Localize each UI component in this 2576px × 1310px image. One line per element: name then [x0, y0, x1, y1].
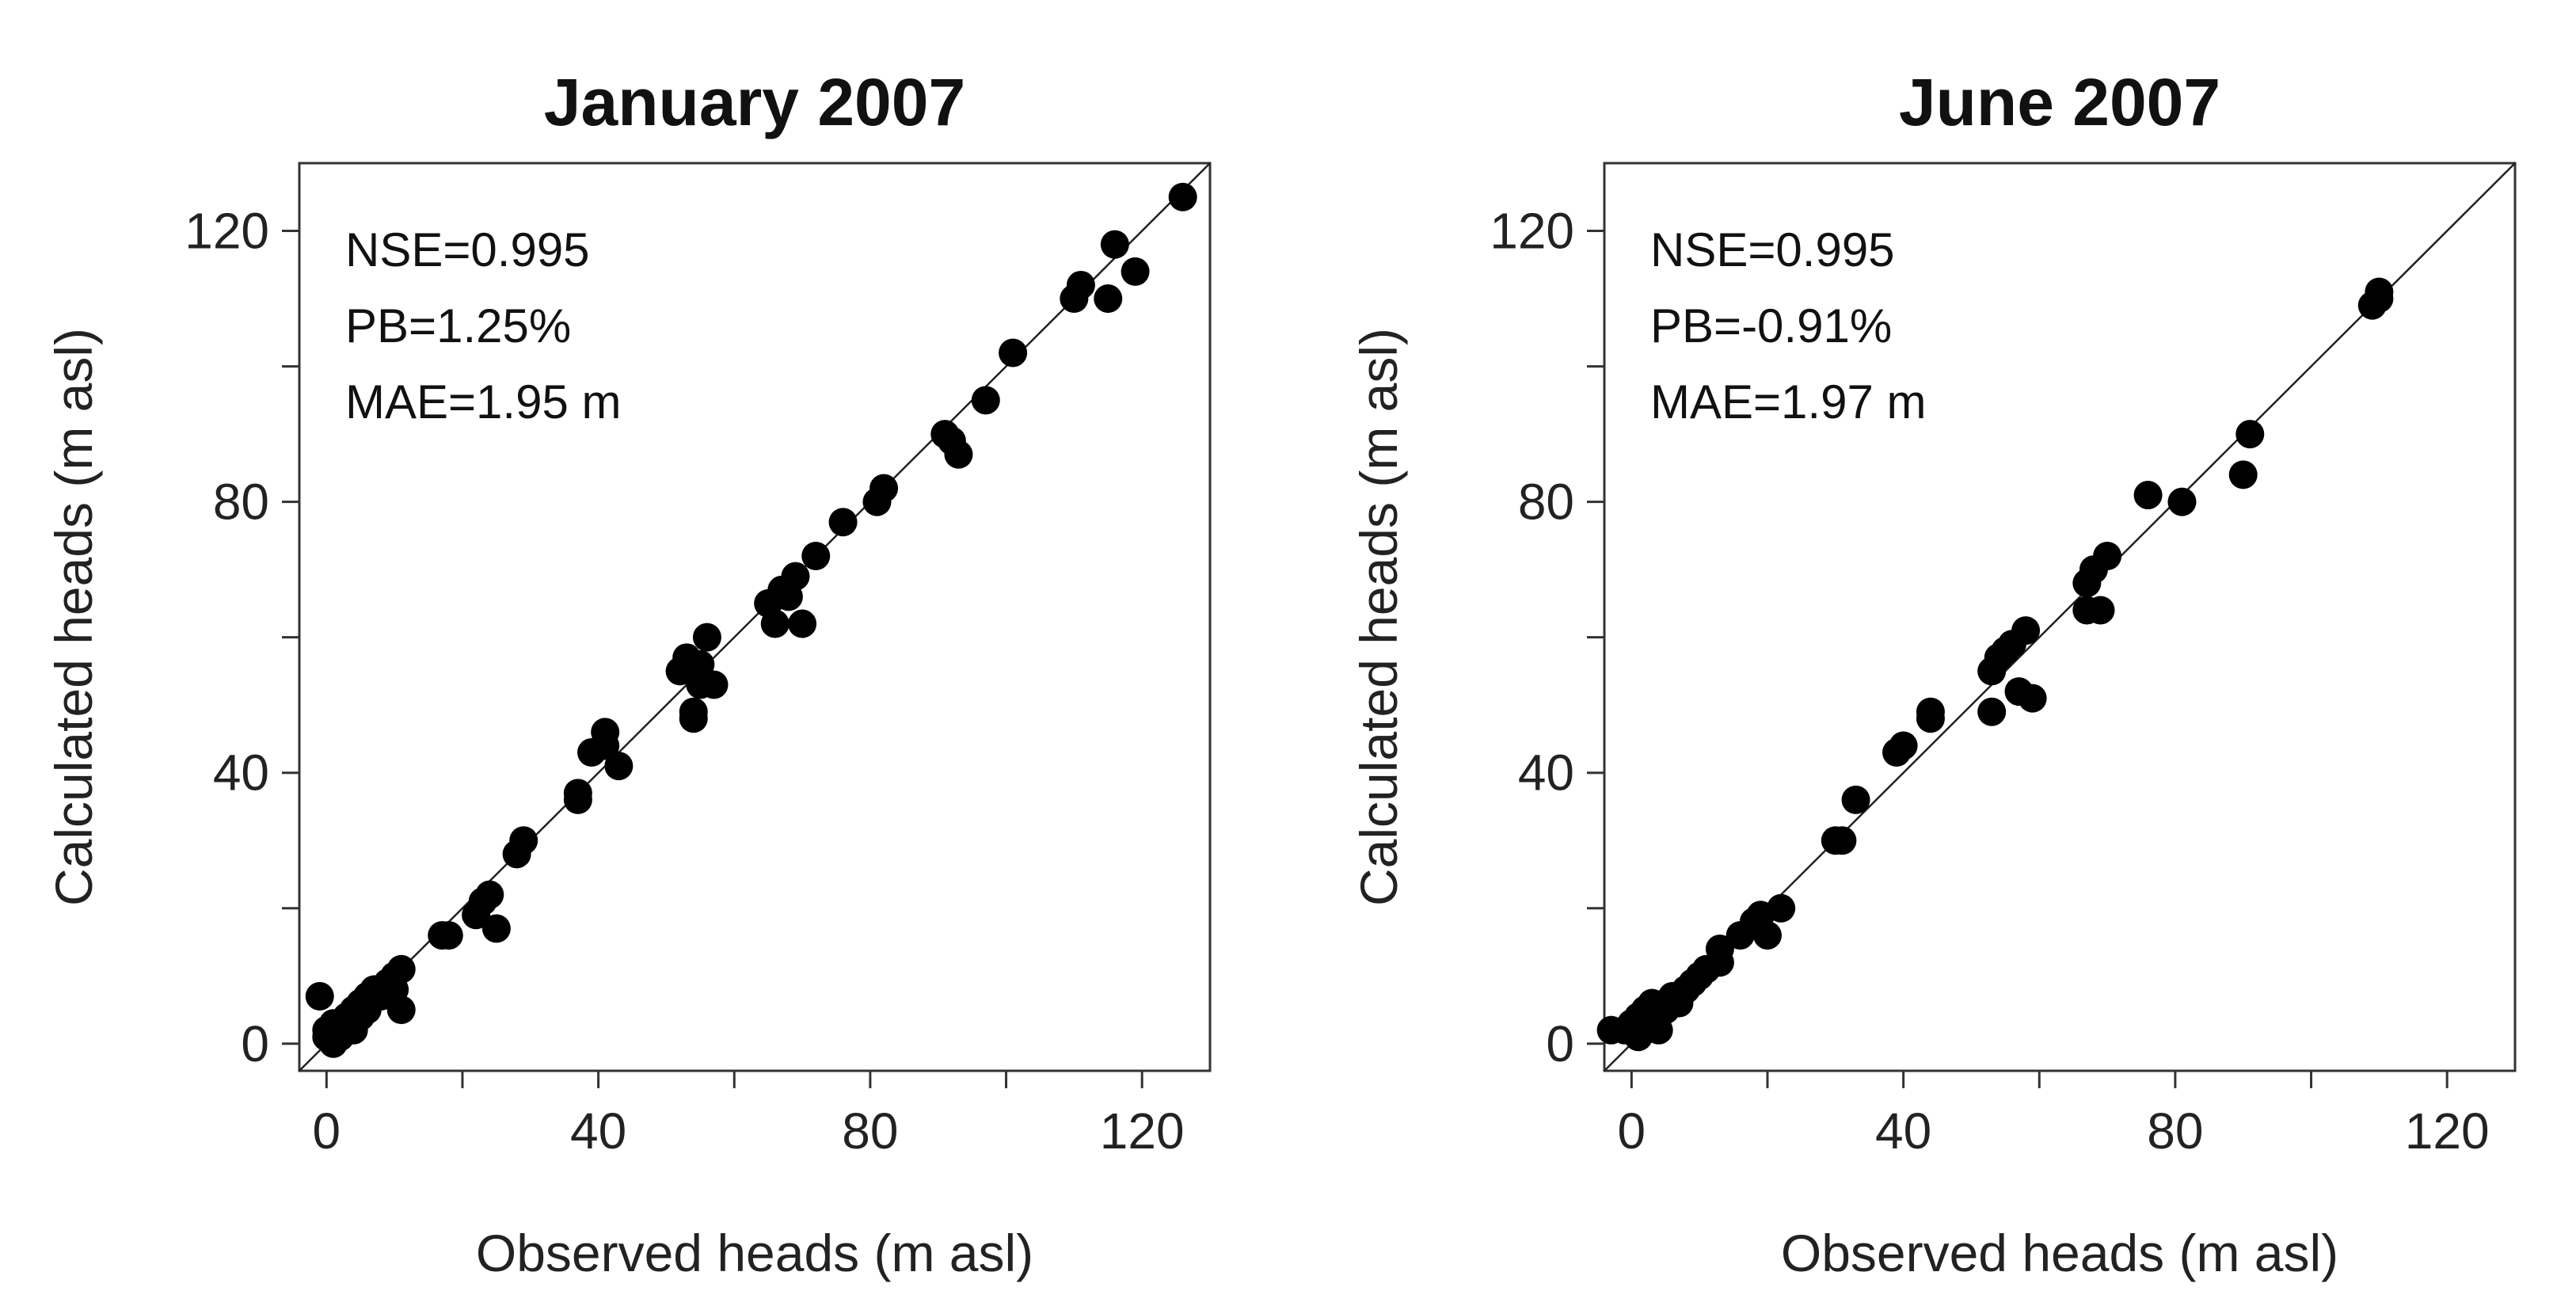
data-point — [475, 880, 504, 909]
data-point — [699, 670, 729, 699]
data-point — [386, 954, 416, 984]
data-point — [2228, 460, 2258, 489]
data-point — [944, 440, 973, 469]
data-point — [434, 920, 463, 950]
x-tick-label: 0 — [1618, 1102, 1646, 1160]
data-point — [604, 752, 634, 781]
stats-annotations: NSE=0.995 PB=-0.91% MAE=1.97 m — [1650, 223, 1927, 428]
y-tick-label: 120 — [1490, 203, 1574, 260]
data-point — [1705, 948, 1734, 977]
y-tick-label: 80 — [1518, 474, 1574, 531]
data-point — [2133, 481, 2163, 510]
annotation-mae: MAE=1.97 m — [1650, 375, 1927, 428]
stats-annotations: NSE=0.995 PB=1.25% MAE=1.95 m — [345, 223, 622, 428]
data-point — [1916, 704, 1945, 733]
axis-ticks: 0 40 80 120 0 40 80 120 — [185, 203, 1184, 1160]
data-point — [788, 609, 817, 638]
x-tick-label: 120 — [2405, 1102, 2490, 1160]
y-tick-label: 40 — [1518, 744, 1574, 802]
data-point — [828, 508, 858, 537]
scatter-points — [1596, 277, 2394, 1052]
data-point — [481, 914, 511, 943]
x-tick-label: 120 — [1100, 1102, 1185, 1160]
chart-panel-january: January 2007 NSE=0.995 PB=1.25% MAE=1.95… — [44, 65, 1212, 1282]
data-point — [2011, 616, 2041, 645]
data-point — [509, 826, 538, 855]
chart-panel-june: June 2007 NSE=0.995 PB=-0.91% MAE=1.97 m… — [1349, 65, 2517, 1282]
plot-frame — [1603, 162, 2517, 1072]
y-axis-label: Calculated heads (m asl) — [44, 328, 103, 906]
data-point — [2167, 487, 2197, 516]
data-point — [2093, 542, 2122, 571]
scatter-points — [305, 182, 1197, 1058]
data-point — [2235, 420, 2265, 449]
x-tick-label: 80 — [842, 1102, 898, 1160]
data-point — [2365, 284, 2394, 314]
annotation-nse: NSE=0.995 — [345, 223, 590, 276]
y-tick-label: 0 — [241, 1015, 269, 1072]
x-tick-label: 40 — [570, 1102, 626, 1160]
chart-title: January 2007 — [544, 65, 965, 139]
data-point — [305, 981, 334, 1011]
data-point — [1767, 893, 1796, 923]
y-tick-label: 80 — [213, 474, 269, 531]
data-point — [1066, 270, 1095, 299]
data-point — [999, 338, 1028, 367]
data-point — [563, 779, 592, 808]
data-point — [801, 542, 831, 571]
data-point — [692, 623, 721, 652]
data-point — [2018, 684, 2047, 713]
data-point — [2086, 596, 2115, 625]
x-tick-label: 40 — [1875, 1102, 1931, 1160]
y-tick-label: 40 — [213, 744, 269, 802]
data-point — [971, 386, 1000, 415]
data-point — [1828, 826, 1857, 855]
data-point — [1094, 284, 1123, 314]
x-tick-label: 0 — [313, 1102, 341, 1160]
x-axis-label: Observed heads (m asl) — [1781, 1224, 2338, 1282]
y-tick-label: 0 — [1546, 1015, 1574, 1072]
data-point — [1100, 230, 1129, 259]
data-point — [1168, 182, 1197, 211]
one-to-one-line — [299, 162, 1211, 1072]
x-axis-label: Observed heads (m asl) — [476, 1224, 1033, 1282]
annotation-mae: MAE=1.95 m — [345, 375, 622, 428]
y-tick-label: 120 — [185, 203, 269, 260]
plot-frame — [298, 162, 1212, 1072]
y-axis-label: Calculated heads (m asl) — [1349, 328, 1408, 906]
data-point — [679, 697, 708, 726]
annotation-nse: NSE=0.995 — [1650, 223, 1895, 276]
data-point — [1841, 785, 1870, 814]
data-point — [386, 996, 416, 1025]
annotation-pb: PB=-0.91% — [1650, 299, 1892, 352]
x-tick-label: 80 — [2147, 1102, 2203, 1160]
annotation-pb: PB=1.25% — [345, 299, 571, 352]
data-point — [760, 609, 790, 638]
data-point — [781, 562, 810, 591]
chart-title: June 2007 — [1899, 65, 2220, 139]
data-point — [1121, 257, 1150, 286]
data-point — [869, 474, 899, 503]
data-point — [591, 718, 620, 747]
data-point — [1752, 920, 1782, 950]
data-point — [686, 649, 715, 679]
data-point — [1889, 731, 1918, 760]
axis-ticks: 0 40 80 120 0 40 80 120 — [1490, 203, 2489, 1160]
data-point — [1977, 697, 2007, 726]
